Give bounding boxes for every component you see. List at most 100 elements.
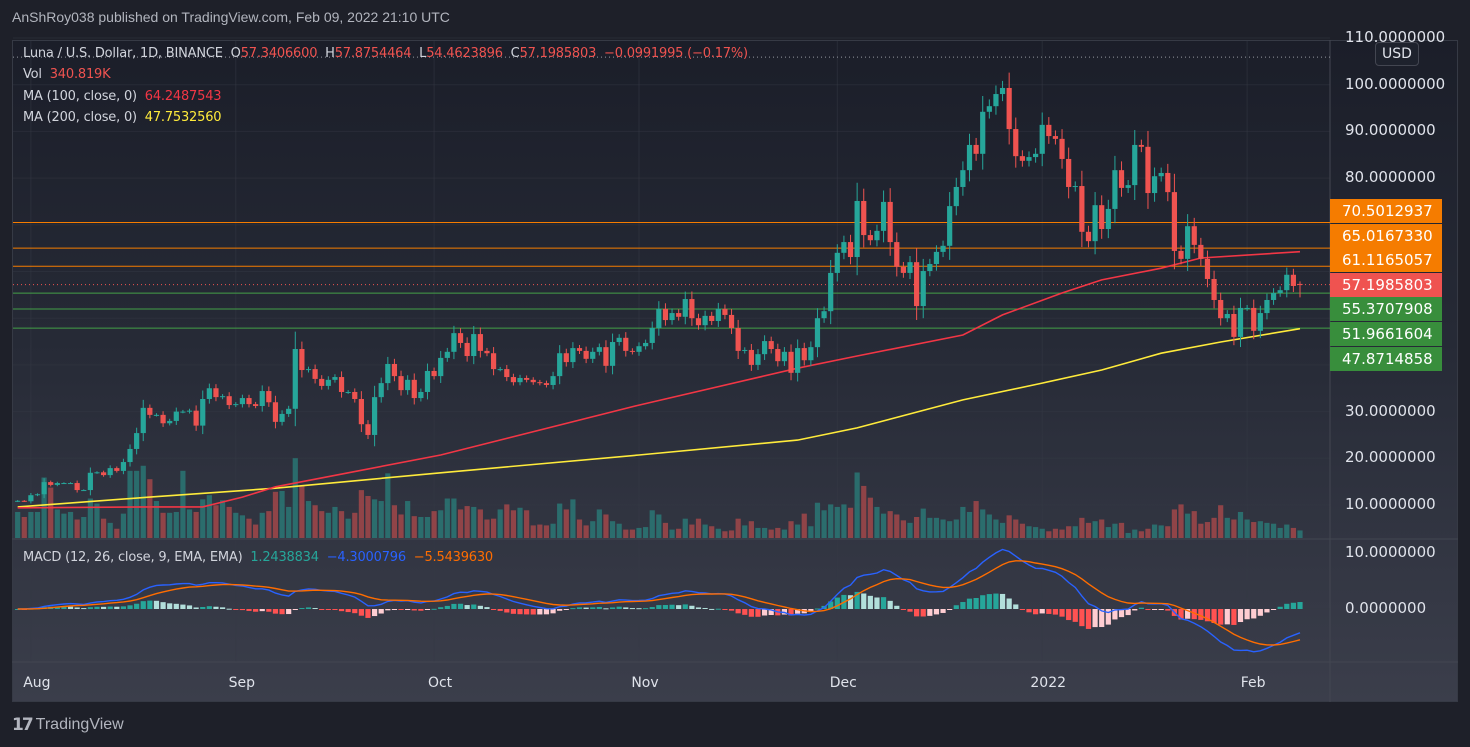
candle-body xyxy=(1059,138,1065,159)
macd-histogram-bar xyxy=(576,607,583,609)
time-axis-label: 2022 xyxy=(1030,675,1067,691)
macd-histogram-bar xyxy=(246,609,252,611)
volume-bar xyxy=(1158,525,1164,538)
macd-histogram-bar xyxy=(682,604,688,609)
volume-bar xyxy=(120,513,127,538)
candle-body xyxy=(48,482,54,485)
price-tick-label: 20.0000000 xyxy=(1345,448,1436,467)
symbol-legend[interactable]: Luna / U.S. Dollar, 1D, BINANCE O57.3406… xyxy=(23,46,748,61)
candle-body xyxy=(299,349,305,371)
candle-body xyxy=(1092,205,1098,242)
macd-histogram-bar xyxy=(186,605,193,609)
volume-bar xyxy=(867,497,873,538)
candle-body xyxy=(160,414,166,424)
candle-body xyxy=(596,347,602,352)
volume-bar xyxy=(583,525,589,538)
candle-body xyxy=(1072,186,1078,188)
candle-body xyxy=(398,376,404,391)
macd-histogram-bar xyxy=(1118,609,1125,618)
volume-bar xyxy=(1198,523,1204,538)
candle-body xyxy=(947,206,953,246)
candle-body xyxy=(1085,231,1092,242)
candle-body xyxy=(1297,283,1303,285)
candle-body xyxy=(206,388,212,399)
candle-body xyxy=(1257,313,1263,331)
volume-legend[interactable]: Vol 340.819K xyxy=(23,67,111,82)
macd-histogram-bar xyxy=(213,606,219,609)
macd-histogram-bar xyxy=(1251,609,1257,619)
macd-label: MACD (12, 26, close, 9, EMA, EMA) xyxy=(23,550,243,565)
volume-bar xyxy=(48,487,54,538)
volume-bar xyxy=(81,517,87,538)
open-value: 57.3406600 xyxy=(240,46,318,61)
macd-histogram-bar xyxy=(332,609,338,610)
candle-body xyxy=(352,391,358,399)
volume-bar xyxy=(1112,523,1118,538)
tradingview-logo[interactable]: 𝟭𝟳 TradingView xyxy=(12,715,124,735)
volume-bar xyxy=(1033,527,1039,538)
macd-histogram-bar xyxy=(444,605,450,609)
currency-button[interactable]: USD xyxy=(1375,42,1419,66)
volume-bar xyxy=(854,472,860,538)
volume-bar xyxy=(761,527,768,538)
ma200-legend[interactable]: MA (200, close, 0) 47.7532560 xyxy=(23,110,222,125)
volume-bar xyxy=(1165,526,1171,538)
volume-bar xyxy=(576,519,583,538)
candle-body xyxy=(153,414,160,416)
candle-body xyxy=(1033,153,1039,158)
volume-bar xyxy=(603,514,609,538)
macd-histogram-bar xyxy=(1006,598,1012,609)
candle-body xyxy=(695,318,702,326)
macd-histogram-bar xyxy=(153,600,160,609)
candle-body xyxy=(854,200,860,258)
macd-histogram-bar xyxy=(1204,609,1211,622)
candle-body xyxy=(200,398,206,426)
volume-bar xyxy=(676,528,682,538)
candle-body xyxy=(34,494,41,496)
price-level-badge: 57.1985803 xyxy=(1330,272,1442,297)
volume-bar xyxy=(1145,528,1151,538)
candle-body xyxy=(365,424,371,435)
candle-body xyxy=(107,468,113,476)
candle-body xyxy=(874,230,880,241)
volume-value: 340.819K xyxy=(49,67,111,82)
macd-histogram-bar xyxy=(636,608,642,610)
volume-bar xyxy=(259,512,265,538)
candle-body xyxy=(629,350,635,352)
candle-body xyxy=(1138,144,1144,147)
macd-histogram-bar xyxy=(993,593,999,609)
macd-histogram-bar xyxy=(1257,609,1263,616)
macd-histogram-bar xyxy=(814,608,821,610)
ma100-legend[interactable]: MA (100, close, 0) 64.2487543 xyxy=(23,89,222,104)
candle-body xyxy=(147,407,153,415)
volume-bar xyxy=(788,521,794,538)
macd-legend[interactable]: MACD (12, 26, close, 9, EMA, EMA) 1.2438… xyxy=(23,550,493,565)
volume-bar xyxy=(1284,524,1290,538)
volume-bar xyxy=(391,505,398,538)
volume-bar xyxy=(629,529,635,538)
volume-bar xyxy=(695,518,702,538)
volume-bar xyxy=(550,523,556,538)
macd-histogram-bar xyxy=(1019,609,1025,610)
candle-body xyxy=(993,94,999,107)
volume-bar xyxy=(451,498,457,538)
volume-bar xyxy=(1132,529,1138,538)
candle-body xyxy=(114,468,120,471)
candle-body xyxy=(999,87,1006,95)
macd-histogram-bar xyxy=(233,609,239,610)
price-tick-label: 30.0000000 xyxy=(1345,401,1436,420)
macd-histogram-bar xyxy=(722,609,728,610)
macd-histogram-bar xyxy=(524,609,530,615)
volume-bar xyxy=(1118,522,1125,538)
macd-histogram-bar xyxy=(854,591,860,609)
low-label: L xyxy=(419,46,427,61)
candle-body xyxy=(636,346,642,352)
candle-body xyxy=(570,348,576,363)
macd-histogram-bar xyxy=(1237,609,1244,623)
macd-histogram-bar xyxy=(874,597,880,609)
macd-histogram-bar xyxy=(226,608,232,610)
volume-bar xyxy=(477,509,483,538)
volume-bar xyxy=(755,527,761,538)
volume-bar xyxy=(1264,522,1270,538)
